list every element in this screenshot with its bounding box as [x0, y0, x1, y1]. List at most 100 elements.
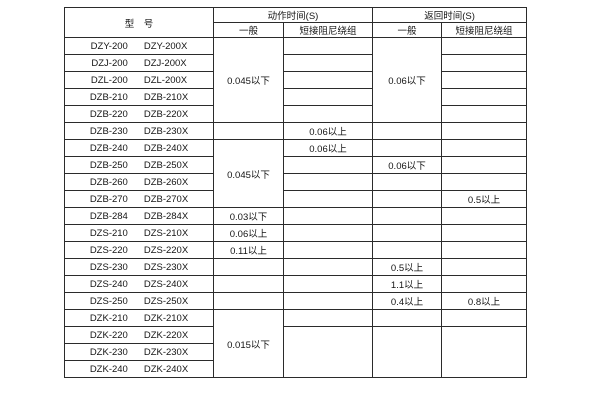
cell-action-damper	[282, 258, 374, 276]
model-pair: DZJ-200 DZJ-200X	[66, 57, 213, 69]
table-row: DZK-230 DZK-230X	[64, 343, 527, 361]
model-name-base: DZS-220	[89, 244, 128, 256]
model-cell: DZB-210 DZB-210X	[64, 88, 214, 106]
table-row: DZK-240 DZK-240X	[64, 360, 527, 378]
header-row-2: 一般 短接阻尼绕组 一般 短接阻尼绕组	[65, 22, 528, 38]
cell-action-damper	[282, 156, 374, 174]
header-row-1: 型 号 动作时间(S) 返回时间(S)	[64, 7, 528, 38]
table-row: DZB-270 DZB-270X 0.5以上	[64, 190, 528, 208]
table-row: DZB-250 DZB-250X 0.06以下	[64, 156, 528, 174]
model-name-base: DZK-230	[89, 346, 128, 358]
model-cell: DZY-200 DZY-200X	[64, 37, 214, 55]
cell-return-damper	[441, 173, 528, 191]
table-row: DZS-240 DZS-240X 1.1以上	[64, 275, 528, 293]
cell-return-general: 0.5以上	[372, 258, 443, 276]
table-row: DZJ-200 DZJ-200X	[64, 54, 528, 72]
cell-action-damper	[282, 71, 374, 89]
cell-return-general	[372, 173, 443, 191]
table-row: DZB-240 DZB-240X 0.045以下 0.06以上	[64, 139, 528, 208]
cell-action-damper	[282, 173, 374, 191]
cell-action-general	[213, 292, 284, 310]
model-name-x: DZK-210X	[143, 312, 189, 324]
cell-return-damper	[441, 326, 528, 378]
model-name-base: DZB-220	[89, 108, 128, 120]
model-name-x: DZJ-200X	[143, 57, 187, 69]
model-name-base: DZK-210	[89, 312, 128, 324]
cell-action-damper	[282, 241, 374, 259]
header-action-time: 动作时间(S)	[212, 7, 374, 23]
table-row: DZS-210 DZS-210X 0.06以上	[64, 224, 528, 242]
model-pair: DZY-200 DZY-200X	[66, 40, 213, 52]
cell-action-damper	[282, 88, 374, 106]
model-name-x: DZS-210X	[143, 227, 189, 239]
model-name-x: DZB-230X	[143, 125, 189, 137]
table-row: DZK-220 DZK-220X	[64, 326, 528, 378]
cell-action-general: 0.015以下	[213, 309, 284, 378]
cell-return-general: 0.06以下	[372, 37, 443, 123]
model-name-base: DZB-230	[89, 125, 128, 137]
header-return-time: 返回时间(S)	[372, 7, 528, 23]
table-row: DZB-284 DZB-284X 0.03以下	[64, 207, 528, 225]
cell-return-damper: 0.8以上	[441, 292, 528, 310]
cell-action-damper	[282, 190, 374, 208]
header-return-damper: 短接阻尼绕组	[441, 22, 528, 38]
model-pair: DZB-240 DZB-240X	[66, 142, 213, 154]
model-name-x: DZL-200X	[143, 74, 188, 86]
model-pair: DZK-220 DZK-220X	[66, 329, 213, 341]
model-pair: DZK-240 DZK-240X	[66, 363, 213, 375]
model-name-x: DZB-220X	[143, 108, 189, 120]
cell-action-damper	[282, 292, 374, 310]
cell-return-general: 0.06以下	[372, 156, 443, 174]
model-pair: DZB-210 DZB-210X	[66, 92, 213, 103]
cell-action-damper	[282, 207, 374, 225]
model-cell: DZB-250 DZB-250X	[64, 156, 214, 174]
table-row: DZS-220 DZS-220X 0.11以上	[64, 241, 528, 259]
model-name-x: DZS-250X	[143, 295, 189, 307]
cell-return-general: 1.1以上	[372, 275, 443, 293]
cell-return-damper	[441, 54, 528, 72]
model-name-base: DZB-240	[89, 142, 128, 154]
model-name-base: DZK-240	[89, 363, 128, 375]
cell-return-general	[372, 122, 443, 140]
model-name-base: DZB-284	[89, 210, 128, 222]
cell-action-damper	[282, 275, 374, 293]
model-name-base: DZY-200	[90, 40, 128, 52]
cell-return-damper	[441, 156, 528, 174]
header-model: 型 号	[64, 7, 214, 38]
cell-action-general	[213, 122, 284, 140]
model-name-x: DZK-230X	[143, 346, 189, 358]
table-row: DZY-200 DZY-200X 0.045以下 0.06以下	[64, 37, 528, 123]
cell-return-damper	[441, 37, 528, 55]
cell-action-damper	[282, 224, 374, 242]
table-row: DZL-200 DZL-200X	[64, 71, 528, 89]
model-cell: DZS-220 DZS-220X	[64, 241, 214, 259]
cell-action-general: 0.03以下	[213, 207, 284, 225]
cell-return-damper	[441, 258, 528, 276]
model-name-base: DZS-230	[89, 261, 128, 273]
model-name-x: DZB-250X	[143, 159, 189, 171]
cell-return-damper	[441, 105, 528, 123]
header-return-general: 一般	[372, 22, 443, 38]
model-name-base: DZJ-200	[91, 57, 128, 69]
model-cell: DZB-220 DZB-220X	[64, 105, 214, 123]
table-row: DZB-210 DZB-210X	[64, 88, 528, 106]
cell-return-damper	[441, 139, 528, 157]
model-pair: DZS-240 DZS-240X	[66, 278, 213, 290]
table-row: DZB-230 DZB-230X 0.06以上	[64, 122, 528, 140]
model-pair: DZK-210 DZK-210X	[66, 312, 213, 324]
cell-action-general	[213, 258, 284, 276]
cell-action-damper	[282, 105, 374, 123]
relay-spec-table-container: 型 号 动作时间(S) 返回时间(S) 一般 短接阻尼绕组 一般 短接阻尼绕组 …	[64, 7, 528, 378]
model-name-base: DZS-250	[89, 295, 128, 307]
table-row: DZB-260 DZB-260X	[64, 173, 528, 191]
model-cell: DZB-270 DZB-270X	[64, 190, 214, 208]
model-name-base: DZK-220	[89, 329, 128, 341]
model-cell: DZB-260 DZB-260X	[64, 173, 214, 191]
model-cell: DZK-210 DZK-210X	[64, 309, 214, 327]
model-cell: DZJ-200 DZJ-200X	[64, 54, 214, 72]
cell-action-general: 0.045以下	[213, 139, 284, 208]
cell-action-general: 0.11以上	[213, 241, 284, 259]
model-name-base: DZL-200	[90, 74, 128, 86]
model-pair: DZS-250 DZS-250X	[66, 295, 213, 307]
model-name-base: DZS-240	[89, 278, 128, 290]
